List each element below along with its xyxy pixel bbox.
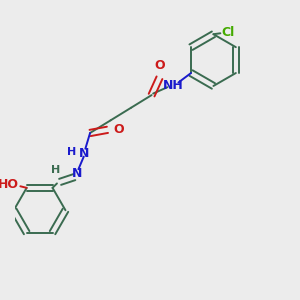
Text: O: O xyxy=(113,123,124,136)
Text: N: N xyxy=(72,167,82,181)
Text: Cl: Cl xyxy=(221,26,235,39)
Text: O: O xyxy=(154,59,165,72)
Text: H: H xyxy=(67,147,76,157)
Text: H: H xyxy=(51,165,60,175)
Text: NH: NH xyxy=(163,79,184,92)
Text: N: N xyxy=(79,147,89,160)
Text: HO: HO xyxy=(0,178,19,191)
